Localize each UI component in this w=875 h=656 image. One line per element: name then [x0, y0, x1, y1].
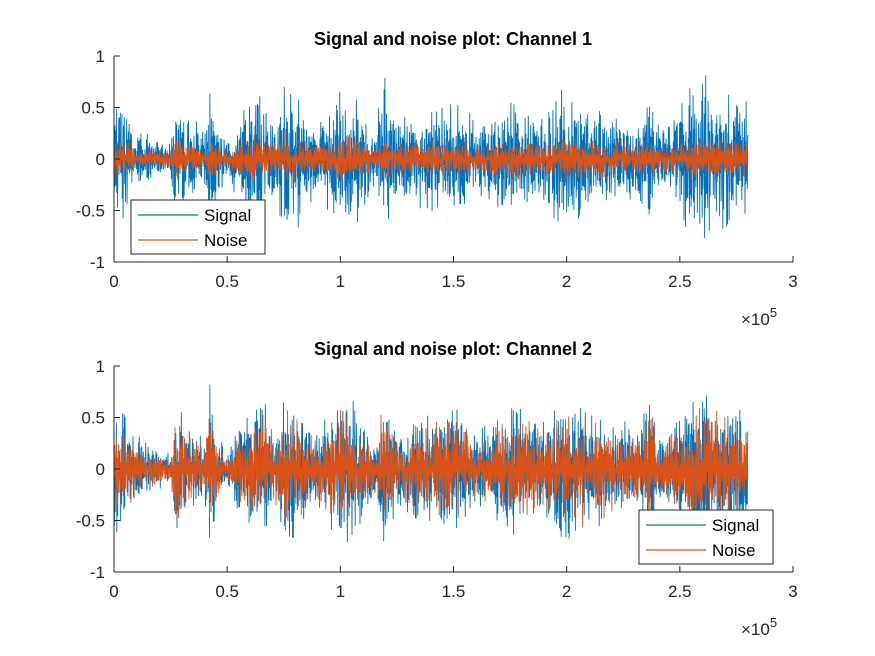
x-tick-label: 0 [109, 272, 118, 291]
legend-label-signal: Signal [712, 516, 759, 535]
x-tick-label: 3 [788, 582, 797, 601]
chart-title: Signal and noise plot: Channel 2 [314, 339, 592, 359]
x-tick-label: 2.5 [668, 582, 692, 601]
x-tick-label: 1.5 [442, 582, 466, 601]
y-tick-label: 0.5 [81, 99, 105, 118]
y-tick-label: 1 [96, 47, 105, 66]
x-exponent-power: 5 [770, 615, 777, 630]
plot-area [114, 384, 749, 547]
x-tick-label: 0.5 [215, 582, 239, 601]
x-tick-label: 0 [109, 582, 118, 601]
series-line-noise [114, 407, 749, 531]
y-tick-label: 0 [96, 460, 105, 479]
series-line-noise [114, 132, 749, 184]
y-tick-label: -1 [90, 253, 105, 272]
x-tick-label: 0.5 [215, 272, 239, 291]
legend-box [638, 509, 774, 565]
axes: 0 0.5 1 1.5 2 2.5 3-1-0.500.51×105 [76, 47, 798, 329]
y-tick-label: 1 [96, 357, 105, 376]
x-tick-label: 2 [562, 582, 571, 601]
subplot-channel-2: Signal and noise plot: Channel 2 0 0.5 1 1.… [76, 339, 798, 639]
x-exponent-power: 5 [770, 305, 777, 320]
legend-label-signal: Signal [204, 206, 251, 225]
legend: Signal Noise [130, 199, 266, 255]
legend-label-noise: Noise [204, 231, 247, 250]
x-tick-label: 2 [562, 272, 571, 291]
x-tick-label: 1 [336, 582, 345, 601]
x-tick-label: 1.5 [442, 272, 466, 291]
legend-box [130, 199, 266, 255]
y-tick-label: -0.5 [76, 202, 105, 221]
x-tick-label: 3 [788, 272, 797, 291]
legend-label-noise: Noise [712, 541, 755, 560]
y-tick-label: 0 [96, 150, 105, 169]
legend: Signal Noise [638, 509, 774, 565]
y-tick-label: 0.5 [81, 409, 105, 428]
axes: 0 0.5 1 1.5 2 2.5 3-1-0.500.51×105 [76, 357, 798, 639]
y-tick-label: -0.5 [76, 512, 105, 531]
x-tick-label: 2.5 [668, 272, 692, 291]
y-tick-label: -1 [90, 563, 105, 582]
subplot-channel-1: Signal and noise plot: Channel 1 0 0.5 1 1.… [76, 29, 798, 329]
chart-title: Signal and noise plot: Channel 1 [314, 29, 592, 49]
x-tick-label: 1 [336, 272, 345, 291]
plot-area [114, 75, 749, 239]
